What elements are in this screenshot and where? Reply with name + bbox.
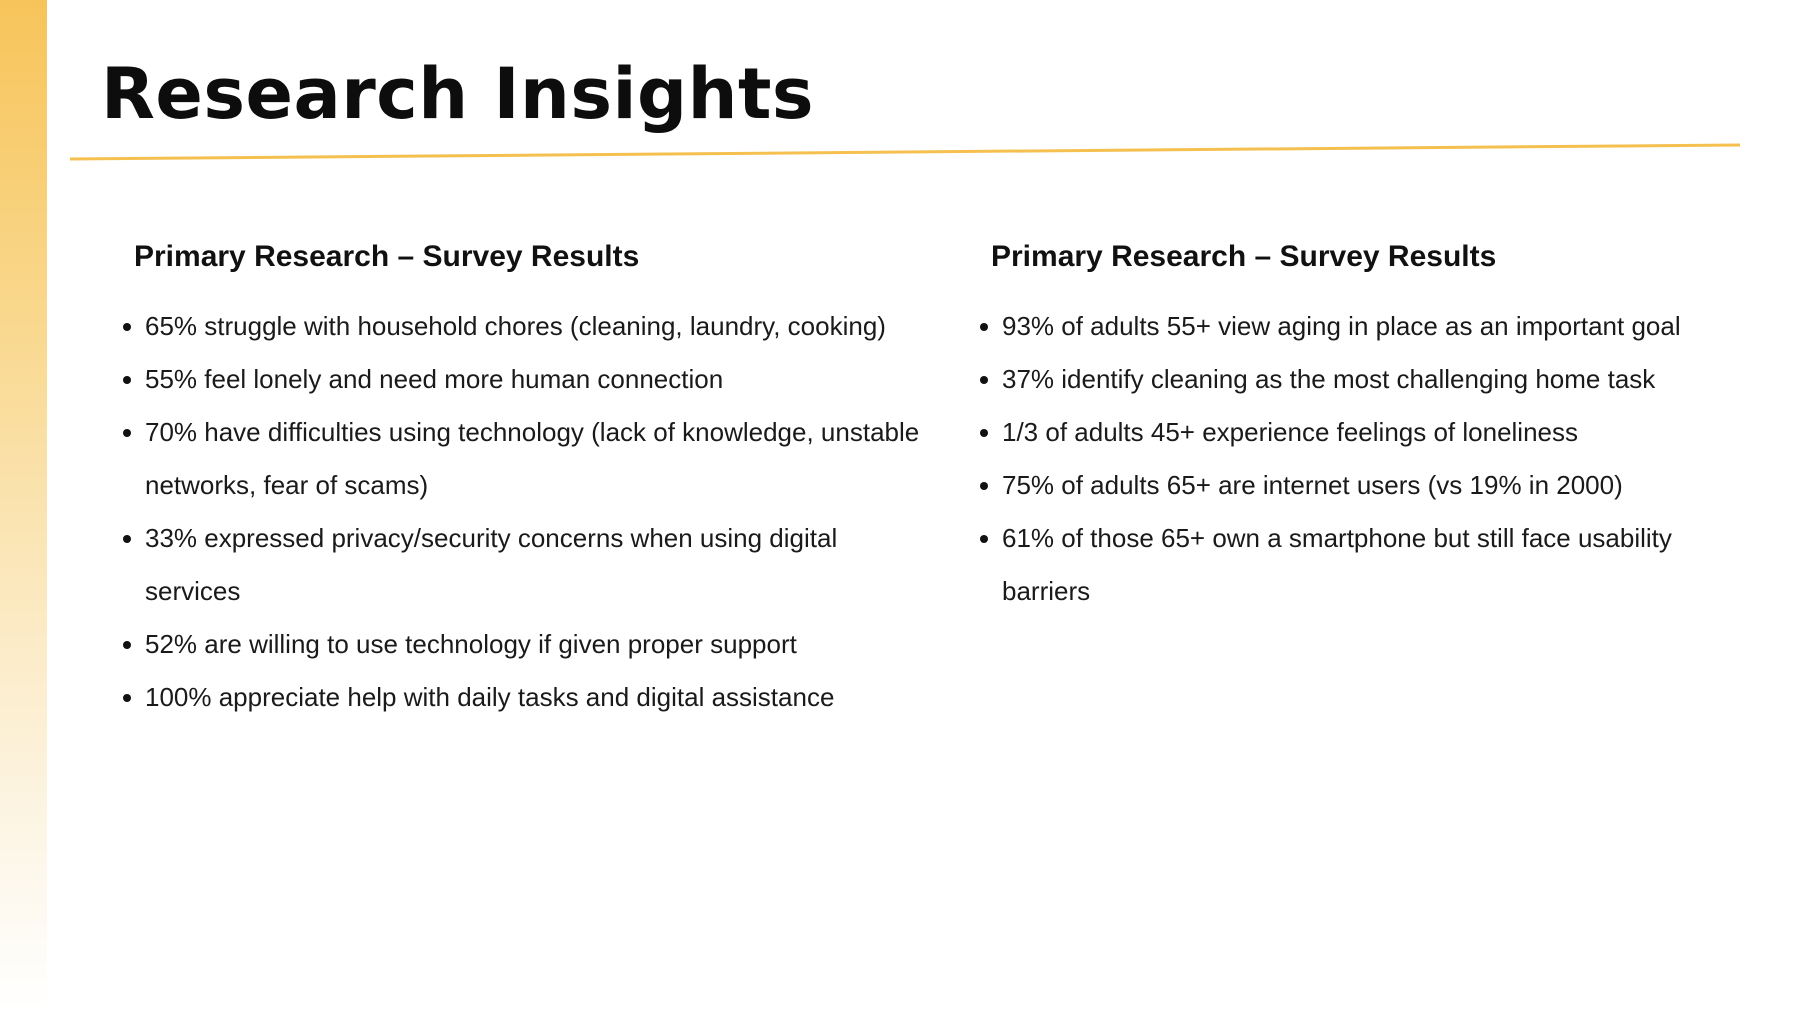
list-item-text: 93% of adults 55+ view aging in place as… xyxy=(1002,311,1681,341)
list-item-text: 65% struggle with household chores (clea… xyxy=(145,311,886,341)
bullet-icon xyxy=(123,376,131,384)
title-underline xyxy=(69,143,1741,161)
bullet-icon xyxy=(123,535,131,543)
left-column-heading: Primary Research – Survey Results xyxy=(134,240,640,273)
left-column: Primary Research – Survey Results 65% st… xyxy=(120,232,920,724)
list-item-text: 61% of those 65+ own a smartphone but st… xyxy=(1002,523,1672,606)
bullet-icon xyxy=(123,429,131,437)
list-item: 70% have difficulties using technology (… xyxy=(120,406,920,512)
right-column: Primary Research – Survey Results 93% of… xyxy=(977,232,1737,618)
bullet-icon xyxy=(980,482,988,490)
bullet-icon xyxy=(980,376,988,384)
list-item-text: 100% appreciate help with daily tasks an… xyxy=(145,682,835,712)
list-item: 61% of those 65+ own a smartphone but st… xyxy=(977,512,1737,618)
bullet-icon xyxy=(123,323,131,331)
list-item: 75% of adults 65+ are internet users (vs… xyxy=(977,459,1737,512)
list-item-text: 70% have difficulties using technology (… xyxy=(145,417,920,500)
list-item-text: 55% feel lonely and need more human conn… xyxy=(145,364,724,394)
list-item: 1/3 of adults 45+ experience feelings of… xyxy=(977,406,1737,459)
right-column-heading: Primary Research – Survey Results xyxy=(991,240,1497,273)
list-item-text: 1/3 of adults 45+ experience feelings of… xyxy=(1002,417,1578,447)
list-item-text: 37% identify cleaning as the most challe… xyxy=(1002,364,1656,394)
bullet-icon xyxy=(123,641,131,649)
list-item: 93% of adults 55+ view aging in place as… xyxy=(977,300,1737,353)
list-item-text: 75% of adults 65+ are internet users (vs… xyxy=(1002,470,1623,500)
left-bullet-list: 65% struggle with household chores (clea… xyxy=(120,300,920,724)
list-item: 52% are willing to use technology if giv… xyxy=(120,618,920,671)
list-item: 100% appreciate help with daily tasks an… xyxy=(120,671,920,724)
bullet-icon xyxy=(123,694,131,702)
bullet-icon xyxy=(980,535,988,543)
list-item: 65% struggle with household chores (clea… xyxy=(120,300,920,353)
decorative-side-strip xyxy=(0,0,47,1010)
bullet-icon xyxy=(980,429,988,437)
bullet-icon xyxy=(980,323,988,331)
list-item-text: 52% are willing to use technology if giv… xyxy=(145,629,797,659)
list-item: 33% expressed privacy/security concerns … xyxy=(120,512,920,618)
list-item-text: 33% expressed privacy/security concerns … xyxy=(145,523,838,606)
list-item: 55% feel lonely and need more human conn… xyxy=(120,353,920,406)
list-item: 37% identify cleaning as the most challe… xyxy=(977,353,1737,406)
page-title: Research Insights xyxy=(101,53,815,135)
right-bullet-list: 93% of adults 55+ view aging in place as… xyxy=(977,300,1737,618)
